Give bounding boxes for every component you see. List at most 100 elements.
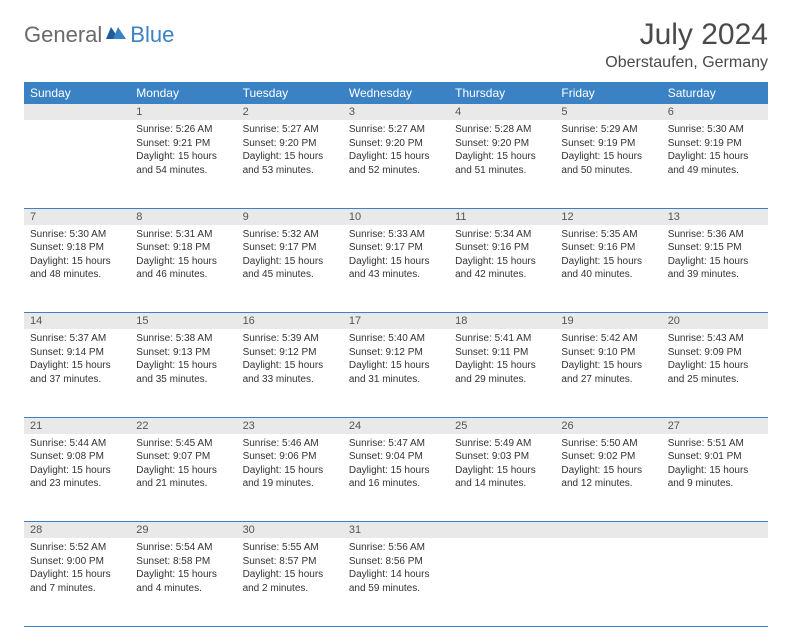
week-row: Sunrise: 5:37 AMSunset: 9:14 PMDaylight:… [24, 329, 768, 417]
day-details: Sunrise: 5:33 AMSunset: 9:17 PMDaylight:… [343, 225, 449, 288]
day-details: Sunrise: 5:26 AMSunset: 9:21 PMDaylight:… [130, 120, 236, 183]
day-number: 11 [449, 208, 555, 225]
day-details: Sunrise: 5:30 AMSunset: 9:19 PMDaylight:… [662, 120, 768, 183]
day-number: 3 [343, 104, 449, 120]
weekday-header: Friday [555, 82, 661, 104]
day-cell: Sunrise: 5:34 AMSunset: 9:16 PMDaylight:… [449, 225, 555, 313]
day-details: Sunrise: 5:39 AMSunset: 9:12 PMDaylight:… [237, 329, 343, 392]
calendar: SundayMondayTuesdayWednesdayThursdayFrid… [24, 82, 768, 627]
day-cell: Sunrise: 5:27 AMSunset: 9:20 PMDaylight:… [237, 120, 343, 208]
day-cell: Sunrise: 5:32 AMSunset: 9:17 PMDaylight:… [237, 225, 343, 313]
day-number: 23 [237, 417, 343, 434]
day-cell: Sunrise: 5:51 AMSunset: 9:01 PMDaylight:… [662, 434, 768, 522]
day-cell: Sunrise: 5:49 AMSunset: 9:03 PMDaylight:… [449, 434, 555, 522]
day-cell: Sunrise: 5:39 AMSunset: 9:12 PMDaylight:… [237, 329, 343, 417]
day-cell: Sunrise: 5:31 AMSunset: 9:18 PMDaylight:… [130, 225, 236, 313]
day-number: 27 [662, 417, 768, 434]
location: Oberstaufen, Germany [605, 54, 768, 72]
day-cell: Sunrise: 5:55 AMSunset: 8:57 PMDaylight:… [237, 538, 343, 626]
day-number: 31 [343, 522, 449, 539]
day-cell: Sunrise: 5:28 AMSunset: 9:20 PMDaylight:… [449, 120, 555, 208]
day-details: Sunrise: 5:49 AMSunset: 9:03 PMDaylight:… [449, 434, 555, 497]
day-number: 24 [343, 417, 449, 434]
logo-general: General [24, 22, 102, 48]
logo: General Blue [24, 18, 174, 48]
day-details: Sunrise: 5:27 AMSunset: 9:20 PMDaylight:… [343, 120, 449, 183]
day-details: Sunrise: 5:51 AMSunset: 9:01 PMDaylight:… [662, 434, 768, 497]
day-cell: Sunrise: 5:44 AMSunset: 9:08 PMDaylight:… [24, 434, 130, 522]
header: General Blue July 2024 Oberstaufen, Germ… [24, 18, 768, 72]
day-number: 25 [449, 417, 555, 434]
day-number: 4 [449, 104, 555, 120]
day-cell: Sunrise: 5:45 AMSunset: 9:07 PMDaylight:… [130, 434, 236, 522]
day-details: Sunrise: 5:28 AMSunset: 9:20 PMDaylight:… [449, 120, 555, 183]
day-cell: Sunrise: 5:37 AMSunset: 9:14 PMDaylight:… [24, 329, 130, 417]
day-cell: Sunrise: 5:36 AMSunset: 9:15 PMDaylight:… [662, 225, 768, 313]
day-number-row: 123456 [24, 104, 768, 120]
weekday-header: Wednesday [343, 82, 449, 104]
day-number: 2 [237, 104, 343, 120]
day-cell: Sunrise: 5:47 AMSunset: 9:04 PMDaylight:… [343, 434, 449, 522]
day-cell: Sunrise: 5:46 AMSunset: 9:06 PMDaylight:… [237, 434, 343, 522]
day-number [24, 104, 130, 120]
day-details: Sunrise: 5:41 AMSunset: 9:11 PMDaylight:… [449, 329, 555, 392]
title-block: July 2024 Oberstaufen, Germany [605, 18, 768, 72]
day-details: Sunrise: 5:27 AMSunset: 9:20 PMDaylight:… [237, 120, 343, 183]
day-details: Sunrise: 5:50 AMSunset: 9:02 PMDaylight:… [555, 434, 661, 497]
day-details: Sunrise: 5:54 AMSunset: 8:58 PMDaylight:… [130, 538, 236, 601]
week-row: Sunrise: 5:52 AMSunset: 9:00 PMDaylight:… [24, 538, 768, 626]
day-details: Sunrise: 5:30 AMSunset: 9:18 PMDaylight:… [24, 225, 130, 288]
day-details: Sunrise: 5:29 AMSunset: 9:19 PMDaylight:… [555, 120, 661, 183]
day-details: Sunrise: 5:34 AMSunset: 9:16 PMDaylight:… [449, 225, 555, 288]
day-number: 28 [24, 522, 130, 539]
day-details: Sunrise: 5:35 AMSunset: 9:16 PMDaylight:… [555, 225, 661, 288]
weekday-header: Thursday [449, 82, 555, 104]
day-details: Sunrise: 5:38 AMSunset: 9:13 PMDaylight:… [130, 329, 236, 392]
day-number: 20 [662, 313, 768, 330]
day-cell: Sunrise: 5:35 AMSunset: 9:16 PMDaylight:… [555, 225, 661, 313]
day-cell: Sunrise: 5:43 AMSunset: 9:09 PMDaylight:… [662, 329, 768, 417]
day-number: 26 [555, 417, 661, 434]
day-details: Sunrise: 5:37 AMSunset: 9:14 PMDaylight:… [24, 329, 130, 392]
day-details: Sunrise: 5:32 AMSunset: 9:17 PMDaylight:… [237, 225, 343, 288]
day-details: Sunrise: 5:46 AMSunset: 9:06 PMDaylight:… [237, 434, 343, 497]
day-cell: Sunrise: 5:52 AMSunset: 9:00 PMDaylight:… [24, 538, 130, 626]
day-details: Sunrise: 5:56 AMSunset: 8:56 PMDaylight:… [343, 538, 449, 601]
day-details: Sunrise: 5:44 AMSunset: 9:08 PMDaylight:… [24, 434, 130, 497]
day-number: 9 [237, 208, 343, 225]
day-details: Sunrise: 5:45 AMSunset: 9:07 PMDaylight:… [130, 434, 236, 497]
day-number-row: 14151617181920 [24, 313, 768, 330]
day-number: 22 [130, 417, 236, 434]
day-number: 21 [24, 417, 130, 434]
day-number: 12 [555, 208, 661, 225]
week-row: Sunrise: 5:26 AMSunset: 9:21 PMDaylight:… [24, 120, 768, 208]
day-number: 29 [130, 522, 236, 539]
day-number [662, 522, 768, 539]
day-details: Sunrise: 5:52 AMSunset: 9:00 PMDaylight:… [24, 538, 130, 601]
weekday-header: Sunday [24, 82, 130, 104]
day-details: Sunrise: 5:42 AMSunset: 9:10 PMDaylight:… [555, 329, 661, 392]
day-number: 6 [662, 104, 768, 120]
weekday-header: Saturday [662, 82, 768, 104]
day-cell: Sunrise: 5:50 AMSunset: 9:02 PMDaylight:… [555, 434, 661, 522]
month-title: July 2024 [605, 18, 768, 52]
logo-blue: Blue [130, 22, 174, 48]
day-cell: Sunrise: 5:54 AMSunset: 8:58 PMDaylight:… [130, 538, 236, 626]
day-details: Sunrise: 5:47 AMSunset: 9:04 PMDaylight:… [343, 434, 449, 497]
day-details: Sunrise: 5:55 AMSunset: 8:57 PMDaylight:… [237, 538, 343, 601]
day-number: 7 [24, 208, 130, 225]
day-cell: Sunrise: 5:38 AMSunset: 9:13 PMDaylight:… [130, 329, 236, 417]
day-details: Sunrise: 5:36 AMSunset: 9:15 PMDaylight:… [662, 225, 768, 288]
day-number: 19 [555, 313, 661, 330]
day-cell [555, 538, 661, 626]
day-cell: Sunrise: 5:30 AMSunset: 9:19 PMDaylight:… [662, 120, 768, 208]
weekday-header: Tuesday [237, 82, 343, 104]
day-details: Sunrise: 5:43 AMSunset: 9:09 PMDaylight:… [662, 329, 768, 392]
day-number [449, 522, 555, 539]
day-number: 1 [130, 104, 236, 120]
day-cell [24, 120, 130, 208]
day-number: 5 [555, 104, 661, 120]
day-cell: Sunrise: 5:40 AMSunset: 9:12 PMDaylight:… [343, 329, 449, 417]
day-number: 17 [343, 313, 449, 330]
day-number: 30 [237, 522, 343, 539]
